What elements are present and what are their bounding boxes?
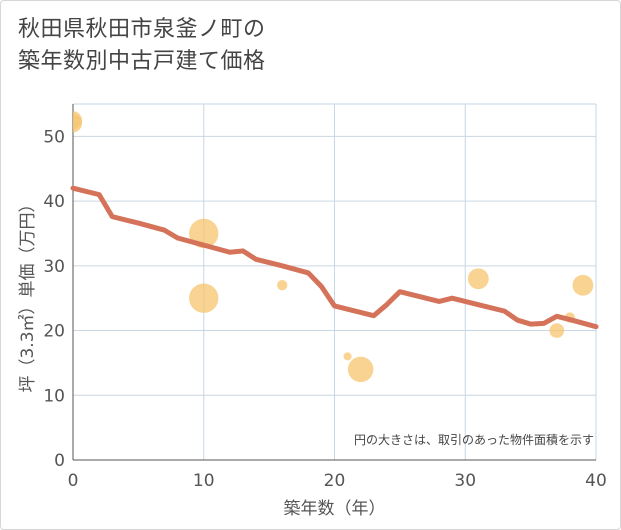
bubble-point	[277, 280, 288, 291]
y-axis-label: 坪（3.3㎡）単価（万円）	[18, 195, 38, 392]
chart-title-line-1: 秋田県秋田市泉釜ノ町の	[18, 17, 266, 42]
bubble-group	[73, 111, 594, 383]
y-tick-label: 0	[54, 451, 65, 471]
trend-line	[70, 185, 599, 330]
x-tick-label: 20	[324, 471, 346, 491]
bubble-point	[189, 283, 219, 313]
x-axis-label: 築年数（年）	[284, 499, 386, 519]
bubble-point	[572, 274, 594, 296]
y-tick-label: 50	[43, 127, 65, 147]
bubble-point	[467, 268, 489, 290]
x-tick-label: 0	[68, 471, 79, 491]
chart-title: 秋田県秋田市泉釜ノ町の 築年数別中古戸建て価格	[18, 14, 266, 78]
bubble-point	[343, 352, 352, 361]
chart-note: 円の大きさは、取引のあった物件面積を示す	[354, 432, 594, 447]
bubble-point	[73, 114, 83, 133]
bubble-point	[347, 356, 374, 383]
bubble-point	[549, 323, 565, 338]
x-tick-label: 40	[585, 471, 607, 491]
y-tick-label: 40	[43, 192, 65, 212]
x-tick-label: 10	[193, 471, 215, 491]
y-tick-label: 10	[43, 386, 65, 406]
chart-title-line-2: 築年数別中古戸建て価格	[18, 49, 266, 74]
x-tick-label: 30	[454, 471, 476, 491]
y-tick-label: 20	[43, 322, 65, 342]
y-tick-label: 30	[43, 257, 65, 277]
